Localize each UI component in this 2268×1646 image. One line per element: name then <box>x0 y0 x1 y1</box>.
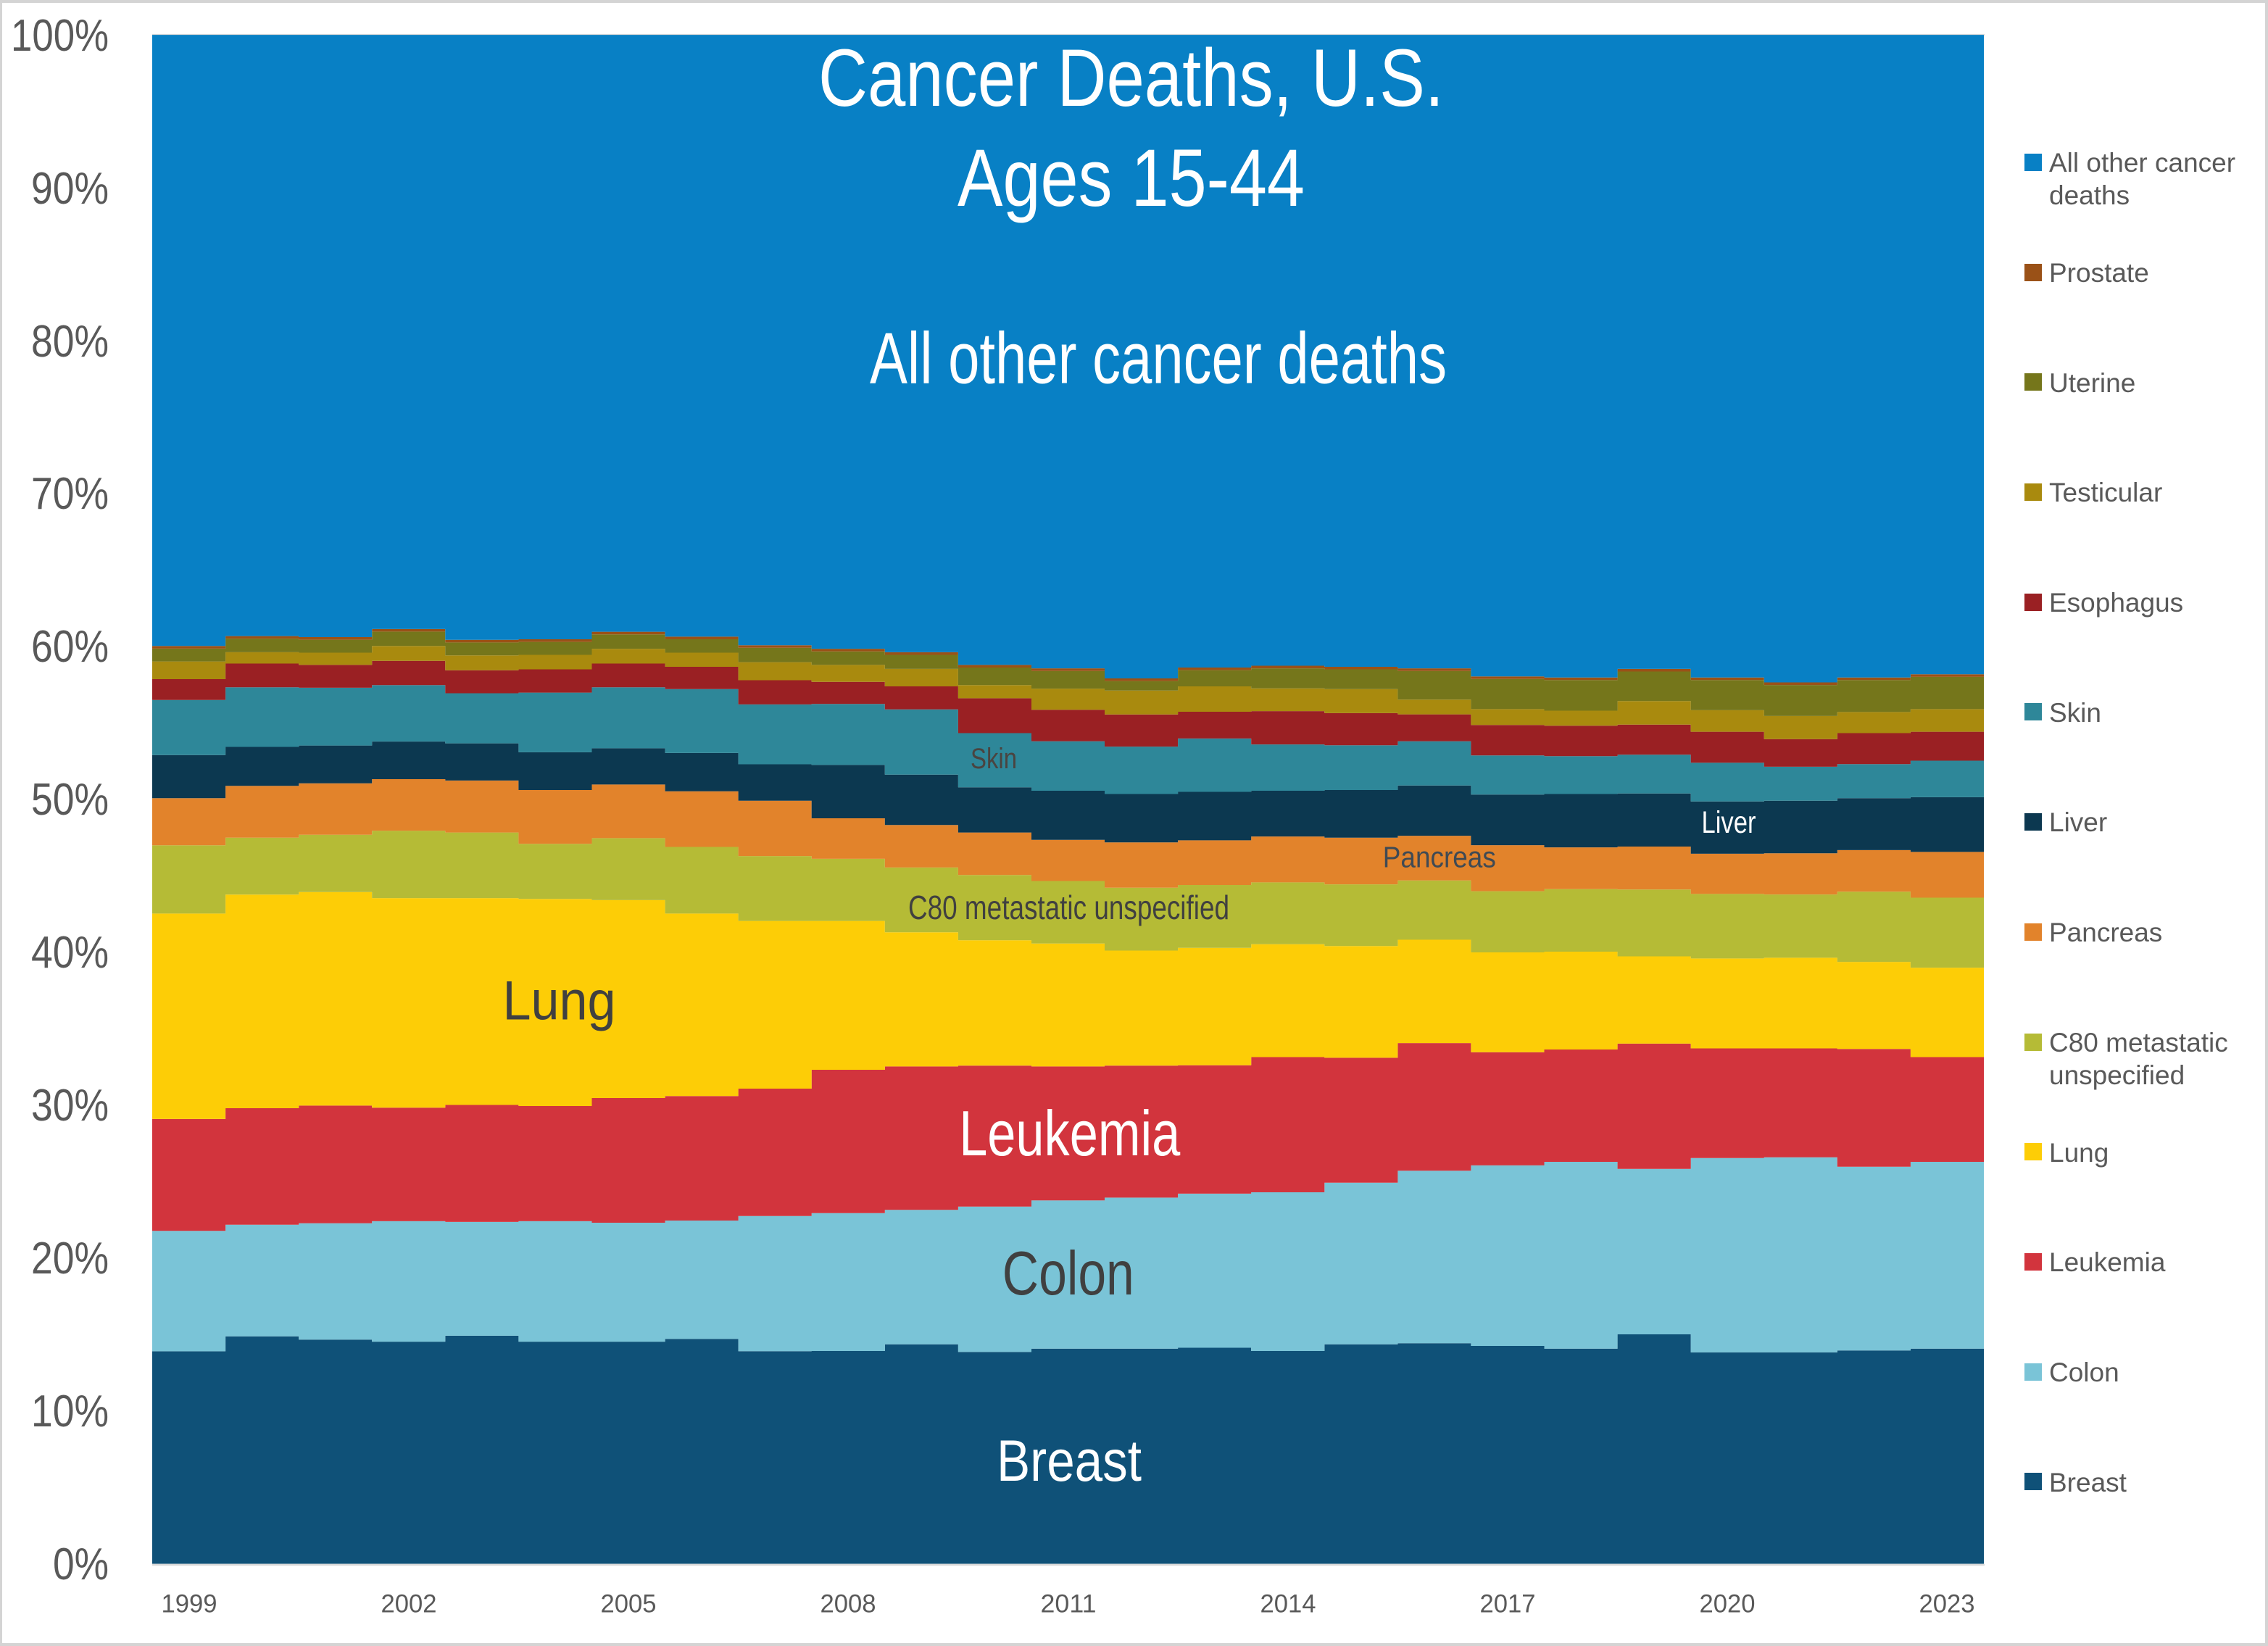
svg-text:Liver: Liver <box>1702 805 1756 840</box>
svg-text:unspecified: unspecified <box>2049 1060 2185 1090</box>
svg-text:10%: 10% <box>31 1387 109 1437</box>
svg-text:Pancreas: Pancreas <box>2049 918 2162 947</box>
svg-text:1999: 1999 <box>162 1590 217 1618</box>
svg-text:2014: 2014 <box>1260 1590 1316 1618</box>
svg-text:Ages 15-44: Ages 15-44 <box>958 133 1305 223</box>
svg-text:Testicular: Testicular <box>2049 478 2162 507</box>
svg-text:Pancreas: Pancreas <box>1383 841 1496 874</box>
svg-text:2023: 2023 <box>1919 1590 1975 1618</box>
svg-text:20%: 20% <box>31 1234 109 1284</box>
svg-text:50%: 50% <box>31 775 109 825</box>
svg-text:2011: 2011 <box>1041 1590 1097 1618</box>
svg-text:C80 metastatic unspecified: C80 metastatic unspecified <box>908 889 1229 926</box>
svg-text:80%: 80% <box>31 317 109 367</box>
svg-text:2017: 2017 <box>1480 1590 1536 1618</box>
svg-text:2020: 2020 <box>1700 1590 1756 1618</box>
svg-text:100%: 100% <box>11 11 109 61</box>
svg-text:Breast: Breast <box>997 1429 1142 1494</box>
svg-text:Leukemia: Leukemia <box>959 1097 1180 1169</box>
svg-text:40%: 40% <box>31 928 109 978</box>
svg-text:deaths: deaths <box>2049 180 2130 210</box>
svg-text:90%: 90% <box>31 164 109 214</box>
svg-text:Liver: Liver <box>2049 807 2107 837</box>
svg-text:All other cancer deaths: All other cancer deaths <box>870 318 1447 399</box>
svg-text:2008: 2008 <box>821 1590 876 1618</box>
svg-text:Prostate: Prostate <box>2049 258 2149 288</box>
svg-text:30%: 30% <box>31 1081 109 1131</box>
svg-text:Cancer Deaths, U.S.: Cancer Deaths, U.S. <box>818 33 1444 123</box>
svg-text:Skin: Skin <box>971 743 1017 775</box>
svg-text:Breast: Breast <box>2049 1468 2127 1497</box>
svg-text:Colon: Colon <box>2049 1358 2119 1387</box>
svg-text:60%: 60% <box>31 622 109 672</box>
svg-text:Esophagus: Esophagus <box>2049 588 2183 618</box>
svg-text:Uterine: Uterine <box>2049 368 2135 398</box>
svg-text:All other cancer: All other cancer <box>2049 148 2235 178</box>
svg-text:Lung: Lung <box>2049 1138 2109 1168</box>
svg-text:Lung: Lung <box>503 970 616 1032</box>
svg-text:2005: 2005 <box>601 1590 657 1618</box>
svg-text:0%: 0% <box>53 1539 109 1589</box>
svg-text:Colon: Colon <box>1002 1239 1134 1308</box>
svg-text:Leukemia: Leukemia <box>2049 1247 2166 1277</box>
svg-text:C80 metastatic: C80 metastatic <box>2049 1028 2228 1057</box>
svg-text:70%: 70% <box>31 469 109 519</box>
svg-text:2002: 2002 <box>381 1590 437 1618</box>
svg-text:Skin: Skin <box>2049 698 2101 728</box>
